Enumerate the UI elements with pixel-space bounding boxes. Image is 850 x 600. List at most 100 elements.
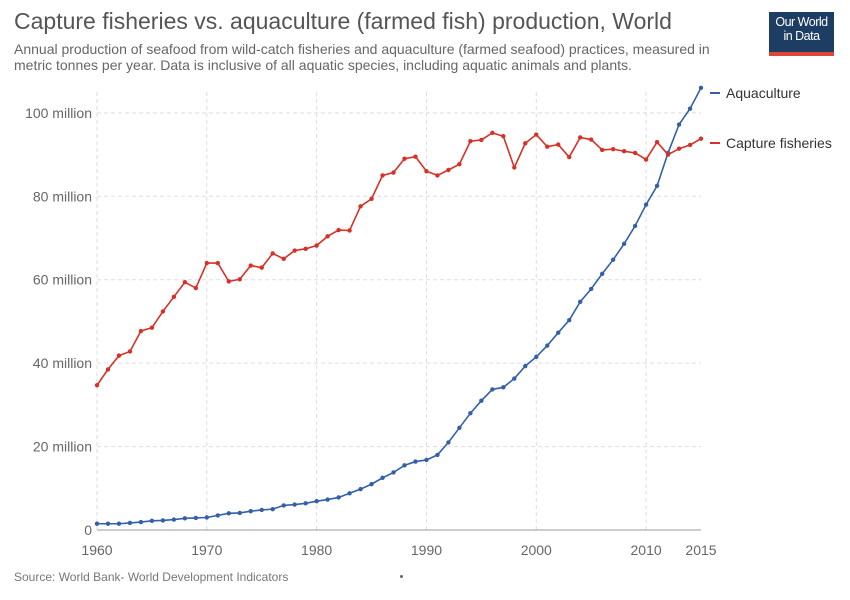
data-point-aquaculture[interactable] — [325, 497, 330, 502]
data-point-capture-fisheries[interactable] — [380, 173, 385, 178]
data-point-capture-fisheries[interactable] — [303, 246, 308, 252]
data-point-aquaculture[interactable] — [259, 507, 264, 513]
owid-logo[interactable]: Our World in Data — [769, 12, 834, 56]
data-point-capture-fisheries[interactable] — [588, 137, 594, 142]
data-point-aquaculture[interactable] — [599, 271, 605, 277]
data-point-capture-fisheries[interactable] — [270, 251, 275, 256]
data-point-aquaculture[interactable] — [578, 299, 583, 305]
data-point-aquaculture[interactable] — [621, 241, 627, 247]
data-point-capture-fisheries[interactable] — [556, 142, 561, 147]
data-point-capture-fisheries[interactable] — [643, 157, 649, 162]
data-point-capture-fisheries[interactable] — [446, 167, 451, 173]
data-point-aquaculture[interactable] — [654, 183, 660, 189]
data-point-aquaculture[interactable] — [160, 518, 166, 523]
data-point-capture-fisheries[interactable] — [578, 135, 583, 140]
data-point-capture-fisheries[interactable] — [435, 173, 440, 178]
data-point-aquaculture[interactable] — [413, 459, 418, 464]
data-point-capture-fisheries[interactable] — [237, 277, 242, 282]
data-point-aquaculture[interactable] — [292, 502, 297, 507]
data-point-aquaculture[interactable] — [501, 385, 506, 390]
data-point-capture-fisheries[interactable] — [632, 150, 638, 156]
data-point-aquaculture[interactable] — [402, 463, 407, 468]
data-point-capture-fisheries[interactable] — [171, 294, 177, 300]
data-point-aquaculture[interactable] — [358, 486, 363, 492]
data-point-capture-fisheries[interactable] — [698, 136, 704, 141]
legend-item-capture-fisheries[interactable]: Capture fisheries — [710, 135, 832, 151]
data-point-aquaculture[interactable] — [687, 106, 693, 111]
data-point-aquaculture[interactable] — [534, 354, 539, 360]
data-point-aquaculture[interactable] — [215, 513, 220, 518]
data-point-capture-fisheries[interactable] — [369, 196, 374, 201]
data-point-capture-fisheries[interactable] — [182, 280, 188, 285]
data-point-aquaculture[interactable] — [149, 518, 155, 524]
data-point-capture-fisheries[interactable] — [193, 285, 199, 291]
data-point-capture-fisheries[interactable] — [687, 142, 693, 148]
data-point-aquaculture[interactable] — [127, 520, 133, 526]
data-point-capture-fisheries[interactable] — [665, 152, 671, 157]
data-point-aquaculture[interactable] — [204, 515, 210, 520]
data-point-capture-fisheries[interactable] — [248, 263, 253, 268]
data-point-aquaculture[interactable] — [588, 286, 594, 292]
data-point-aquaculture[interactable] — [270, 506, 275, 512]
data-point-capture-fisheries[interactable] — [94, 383, 100, 388]
data-point-capture-fisheries[interactable] — [424, 169, 429, 174]
data-point-aquaculture[interactable] — [182, 516, 188, 521]
data-point-capture-fisheries[interactable] — [292, 248, 297, 253]
data-point-aquaculture[interactable] — [248, 509, 253, 514]
data-point-aquaculture[interactable] — [490, 387, 495, 392]
data-point-aquaculture[interactable] — [138, 519, 144, 525]
data-point-aquaculture[interactable] — [698, 85, 704, 91]
data-point-aquaculture[interactable] — [435, 452, 440, 458]
data-point-aquaculture[interactable] — [468, 411, 473, 416]
data-point-capture-fisheries[interactable] — [523, 141, 528, 146]
data-point-capture-fisheries[interactable] — [512, 165, 517, 170]
data-point-aquaculture[interactable] — [336, 495, 341, 500]
data-point-aquaculture[interactable] — [632, 223, 638, 229]
data-point-capture-fisheries[interactable] — [457, 161, 462, 167]
data-point-aquaculture[interactable] — [610, 257, 616, 262]
data-point-aquaculture[interactable] — [457, 425, 462, 430]
data-point-aquaculture[interactable] — [347, 491, 352, 496]
data-point-capture-fisheries[interactable] — [127, 349, 133, 354]
data-point-capture-fisheries[interactable] — [204, 260, 210, 266]
data-point-aquaculture[interactable] — [479, 398, 484, 403]
data-point-aquaculture[interactable] — [446, 440, 451, 445]
data-point-capture-fisheries[interactable] — [105, 367, 111, 372]
data-point-capture-fisheries[interactable] — [149, 325, 155, 330]
data-point-capture-fisheries[interactable] — [336, 227, 341, 233]
data-point-aquaculture[interactable] — [545, 343, 550, 348]
data-point-aquaculture[interactable] — [303, 501, 308, 506]
data-point-capture-fisheries[interactable] — [391, 170, 396, 175]
data-point-aquaculture[interactable] — [643, 202, 649, 207]
data-point-capture-fisheries[interactable] — [314, 243, 319, 248]
data-point-aquaculture[interactable] — [556, 330, 561, 335]
data-point-aquaculture[interactable] — [391, 470, 396, 475]
data-point-capture-fisheries[interactable] — [468, 139, 473, 144]
data-point-aquaculture[interactable] — [523, 363, 528, 369]
data-point-capture-fisheries[interactable] — [347, 228, 352, 233]
data-point-aquaculture[interactable] — [116, 521, 122, 526]
data-point-capture-fisheries[interactable] — [116, 353, 122, 358]
data-point-aquaculture[interactable] — [94, 521, 100, 526]
data-point-capture-fisheries[interactable] — [325, 234, 330, 239]
data-point-capture-fisheries[interactable] — [501, 134, 506, 139]
data-point-capture-fisheries[interactable] — [621, 149, 627, 154]
data-point-aquaculture[interactable] — [424, 457, 429, 463]
data-point-capture-fisheries[interactable] — [534, 132, 539, 137]
data-point-aquaculture[interactable] — [193, 515, 199, 521]
data-point-aquaculture[interactable] — [237, 510, 242, 516]
legend-item-aquaculture[interactable]: Aquaculture — [710, 85, 801, 101]
data-point-capture-fisheries[interactable] — [215, 260, 220, 266]
data-point-aquaculture[interactable] — [171, 517, 177, 522]
data-point-capture-fisheries[interactable] — [490, 130, 495, 136]
data-point-capture-fisheries[interactable] — [599, 147, 605, 153]
data-point-capture-fisheries[interactable] — [413, 154, 418, 159]
data-point-aquaculture[interactable] — [512, 376, 517, 381]
data-point-capture-fisheries[interactable] — [479, 137, 484, 143]
data-point-capture-fisheries[interactable] — [654, 139, 660, 145]
data-point-capture-fisheries[interactable] — [545, 144, 550, 149]
data-point-capture-fisheries[interactable] — [160, 309, 166, 314]
data-point-capture-fisheries[interactable] — [138, 328, 144, 334]
data-point-capture-fisheries[interactable] — [358, 204, 363, 209]
data-point-aquaculture[interactable] — [567, 317, 572, 323]
